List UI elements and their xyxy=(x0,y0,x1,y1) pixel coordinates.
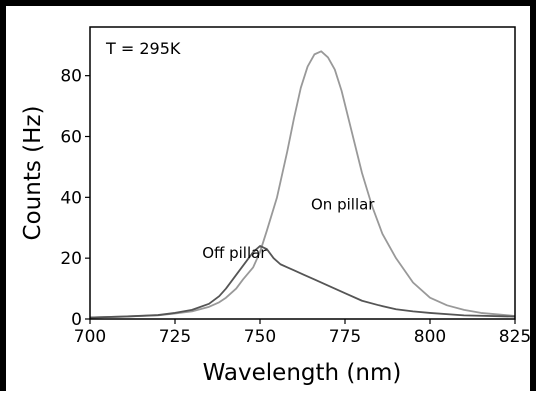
x-axis-ticks: 700 725 750 775 800 825 xyxy=(74,319,531,347)
figure-frame xyxy=(0,0,536,391)
series-layer xyxy=(89,50,516,319)
x-tick-label: 700 xyxy=(74,327,106,347)
series-labels: On pillar Off pillar xyxy=(202,196,375,263)
x-tick-label: 775 xyxy=(329,327,361,347)
y-tick-label: 20 xyxy=(60,249,82,269)
series-label-off-pillar: Off pillar xyxy=(202,244,267,262)
x-axis-label: Wavelength (nm) xyxy=(203,360,402,386)
x-tick-label: 800 xyxy=(414,327,446,347)
y-tick-label: 40 xyxy=(60,188,82,208)
plot-frame xyxy=(89,26,516,320)
y-axis-ticks: 0 20 40 60 80 xyxy=(60,67,90,330)
y-tick-label: 80 xyxy=(60,67,82,87)
x-tick-label: 750 xyxy=(244,327,276,347)
x-tick-label: 825 xyxy=(499,327,531,347)
x-tick-label: 725 xyxy=(159,327,191,347)
temperature-annotation: T = 295K xyxy=(105,39,181,58)
y-tick-label: 0 xyxy=(71,310,82,330)
y-tick-label: 60 xyxy=(60,128,82,148)
y-axis-label: Counts (Hz) xyxy=(20,106,46,241)
series-label-on-pillar: On pillar xyxy=(311,196,375,214)
series-line-on-pillar xyxy=(89,50,516,319)
series-line-off-pillar xyxy=(89,245,516,319)
